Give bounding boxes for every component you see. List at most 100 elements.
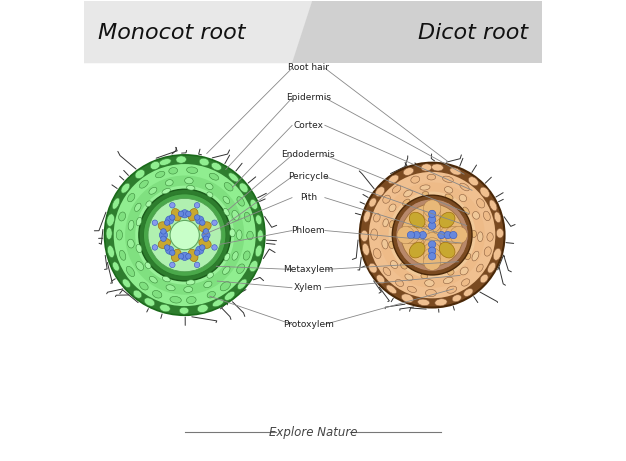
Circle shape: [125, 176, 244, 295]
Circle shape: [360, 163, 505, 307]
Ellipse shape: [257, 230, 263, 242]
Ellipse shape: [237, 197, 244, 206]
Ellipse shape: [476, 199, 485, 208]
Ellipse shape: [409, 242, 425, 258]
Ellipse shape: [204, 281, 212, 288]
Ellipse shape: [159, 159, 171, 165]
Ellipse shape: [179, 307, 189, 314]
Text: Metaxylem: Metaxylem: [284, 265, 334, 274]
Circle shape: [200, 220, 205, 225]
Ellipse shape: [490, 200, 497, 211]
Ellipse shape: [160, 304, 170, 312]
Ellipse shape: [205, 183, 213, 189]
Circle shape: [424, 227, 440, 243]
Polygon shape: [292, 0, 542, 63]
Ellipse shape: [393, 185, 401, 193]
Ellipse shape: [184, 287, 193, 292]
Circle shape: [200, 245, 205, 250]
Circle shape: [401, 204, 463, 266]
Ellipse shape: [188, 208, 198, 221]
Circle shape: [397, 226, 414, 244]
Ellipse shape: [480, 187, 490, 197]
Circle shape: [152, 220, 158, 225]
Ellipse shape: [439, 242, 455, 258]
Circle shape: [180, 210, 189, 218]
Ellipse shape: [197, 305, 208, 313]
Ellipse shape: [483, 211, 490, 221]
Ellipse shape: [220, 282, 230, 291]
Circle shape: [429, 226, 447, 244]
Ellipse shape: [121, 183, 130, 193]
Circle shape: [161, 229, 166, 234]
Ellipse shape: [421, 164, 432, 171]
Circle shape: [143, 194, 226, 276]
Ellipse shape: [255, 245, 262, 257]
Ellipse shape: [123, 279, 130, 288]
Circle shape: [428, 216, 436, 223]
Ellipse shape: [439, 212, 455, 228]
Circle shape: [402, 226, 419, 244]
Circle shape: [428, 210, 436, 218]
Ellipse shape: [445, 194, 453, 200]
Circle shape: [423, 233, 441, 250]
Ellipse shape: [136, 261, 143, 270]
Ellipse shape: [209, 173, 218, 180]
Ellipse shape: [185, 177, 193, 184]
Ellipse shape: [371, 229, 377, 240]
Circle shape: [423, 215, 441, 232]
Ellipse shape: [144, 298, 155, 306]
Circle shape: [417, 226, 434, 244]
Ellipse shape: [494, 212, 501, 223]
Circle shape: [408, 231, 414, 239]
Ellipse shape: [444, 187, 453, 193]
Text: Epidermis: Epidermis: [286, 93, 331, 102]
Circle shape: [164, 245, 170, 250]
Circle shape: [423, 238, 441, 255]
Ellipse shape: [207, 192, 213, 197]
Circle shape: [203, 229, 208, 234]
Circle shape: [203, 236, 208, 242]
Circle shape: [389, 192, 476, 278]
Ellipse shape: [369, 198, 376, 207]
Text: Monocot root: Monocot root: [98, 24, 245, 43]
Ellipse shape: [119, 212, 126, 221]
Ellipse shape: [401, 294, 413, 302]
Circle shape: [170, 262, 175, 268]
Ellipse shape: [146, 201, 151, 207]
Circle shape: [212, 220, 217, 225]
Ellipse shape: [120, 250, 126, 260]
Ellipse shape: [113, 262, 120, 271]
Circle shape: [186, 211, 191, 217]
Circle shape: [428, 247, 436, 254]
Ellipse shape: [187, 185, 195, 190]
Ellipse shape: [389, 241, 394, 248]
Ellipse shape: [418, 299, 429, 306]
Circle shape: [159, 231, 168, 239]
Text: Phloem: Phloem: [292, 226, 326, 235]
Ellipse shape: [386, 285, 396, 294]
Ellipse shape: [207, 291, 215, 298]
Ellipse shape: [158, 239, 170, 248]
Circle shape: [195, 250, 200, 255]
Ellipse shape: [443, 277, 453, 284]
Ellipse shape: [361, 230, 368, 242]
Ellipse shape: [480, 274, 488, 283]
Ellipse shape: [223, 266, 230, 274]
Ellipse shape: [460, 183, 470, 191]
Ellipse shape: [166, 285, 175, 291]
Ellipse shape: [465, 253, 471, 260]
Ellipse shape: [162, 276, 170, 282]
Ellipse shape: [452, 295, 461, 302]
Ellipse shape: [411, 176, 419, 183]
Circle shape: [195, 216, 204, 224]
Ellipse shape: [461, 279, 470, 286]
Ellipse shape: [150, 277, 157, 283]
Ellipse shape: [403, 199, 410, 206]
Circle shape: [161, 236, 166, 242]
Circle shape: [423, 242, 441, 260]
Ellipse shape: [374, 213, 380, 222]
Circle shape: [423, 200, 441, 217]
Circle shape: [413, 231, 420, 239]
Ellipse shape: [404, 190, 413, 197]
Ellipse shape: [382, 195, 391, 203]
